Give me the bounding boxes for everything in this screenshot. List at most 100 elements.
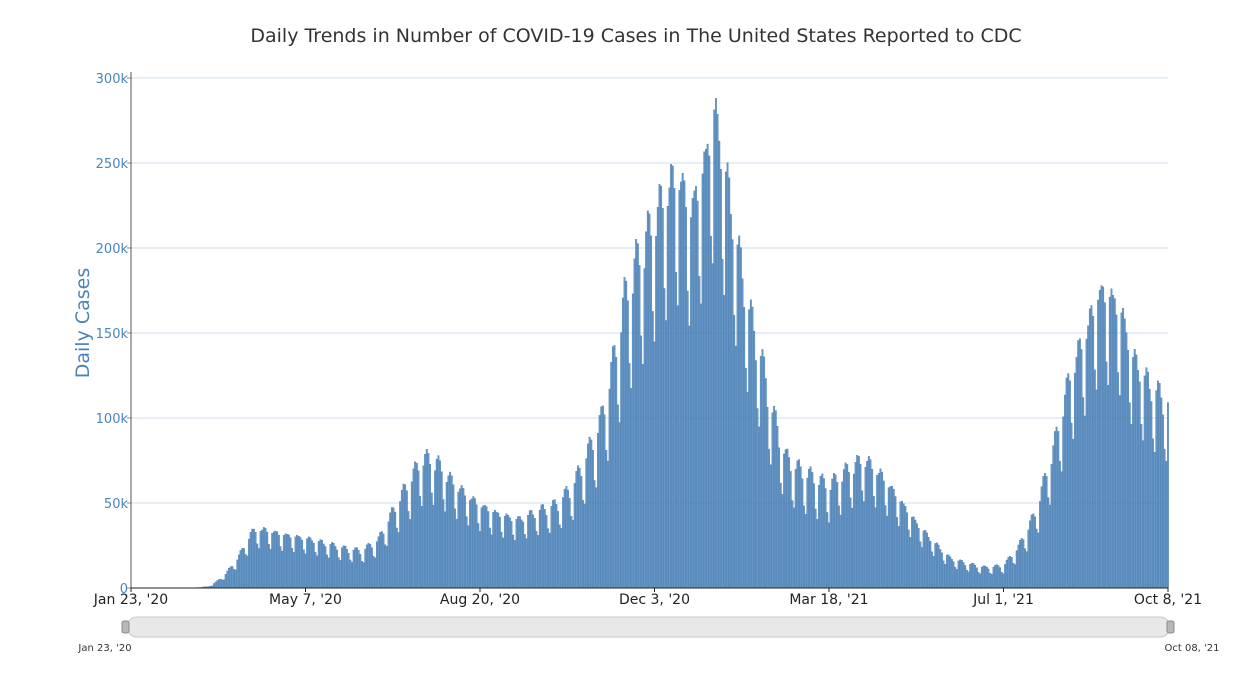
bar[interactable]: [896, 517, 898, 589]
bar[interactable]: [749, 299, 752, 589]
bar[interactable]: [527, 515, 530, 589]
bar[interactable]: [484, 505, 486, 589]
bar[interactable]: [921, 547, 923, 589]
bar[interactable]: [342, 545, 345, 589]
bar[interactable]: [608, 388, 611, 589]
bar[interactable]: [778, 447, 781, 589]
bar[interactable]: [284, 533, 287, 589]
bar[interactable]: [799, 466, 802, 589]
bar[interactable]: [489, 527, 491, 589]
bar[interactable]: [490, 534, 493, 589]
bar[interactable]: [1150, 401, 1153, 589]
bar[interactable]: [1022, 539, 1025, 589]
bar[interactable]: [1080, 349, 1083, 589]
bar[interactable]: [495, 511, 498, 589]
bar[interactable]: [706, 143, 709, 589]
bar[interactable]: [1115, 314, 1118, 589]
bar[interactable]: [798, 459, 800, 589]
bar[interactable]: [801, 478, 804, 589]
bar[interactable]: [1145, 367, 1148, 589]
bar[interactable]: [1050, 464, 1053, 589]
bar[interactable]: [1052, 445, 1055, 589]
bar[interactable]: [282, 535, 285, 589]
bar[interactable]: [292, 552, 295, 589]
bar[interactable]: [803, 505, 805, 589]
bar[interactable]: [671, 165, 674, 589]
bar[interactable]: [899, 501, 902, 589]
bar[interactable]: [374, 557, 377, 589]
bar[interactable]: [550, 506, 553, 589]
bar[interactable]: [1009, 556, 1011, 589]
bar[interactable]: [427, 453, 430, 589]
bar[interactable]: [886, 515, 889, 589]
bar[interactable]: [862, 501, 865, 589]
bar[interactable]: [449, 471, 451, 589]
bar[interactable]: [663, 288, 666, 589]
bar[interactable]: [974, 564, 977, 589]
bar[interactable]: [444, 511, 446, 589]
bar[interactable]: [681, 173, 684, 589]
bar[interactable]: [560, 528, 563, 589]
bar[interactable]: [385, 545, 388, 589]
bar[interactable]: [1002, 573, 1005, 589]
bar[interactable]: [909, 537, 912, 589]
bar[interactable]: [487, 511, 490, 589]
bar[interactable]: [854, 462, 857, 589]
bar[interactable]: [216, 580, 219, 589]
bar[interactable]: [485, 506, 488, 589]
bar[interactable]: [1078, 338, 1081, 589]
bar[interactable]: [1130, 424, 1133, 589]
bar[interactable]: [309, 537, 312, 589]
bar[interactable]: [987, 568, 990, 589]
bar[interactable]: [613, 345, 616, 589]
bar[interactable]: [410, 481, 413, 589]
bar[interactable]: [522, 521, 525, 589]
bar[interactable]: [929, 540, 932, 589]
bar[interactable]: [906, 512, 908, 589]
bar[interactable]: [833, 473, 835, 589]
bar[interactable]: [329, 544, 332, 589]
bar[interactable]: [1127, 350, 1129, 589]
bar[interactable]: [1010, 557, 1013, 589]
range-slider-right-handle[interactable]: [1166, 620, 1175, 634]
bar[interactable]: [723, 295, 726, 589]
bar[interactable]: [881, 471, 884, 589]
bar[interactable]: [567, 489, 569, 589]
bar[interactable]: [1123, 318, 1126, 589]
bar[interactable]: [312, 542, 315, 589]
bar[interactable]: [286, 534, 289, 589]
bar[interactable]: [321, 540, 323, 589]
bar[interactable]: [595, 487, 598, 589]
bar[interactable]: [710, 235, 712, 589]
bar[interactable]: [528, 510, 531, 589]
bar[interactable]: [975, 567, 978, 589]
bar[interactable]: [623, 277, 626, 589]
bar[interactable]: [369, 544, 372, 589]
bar[interactable]: [1090, 305, 1093, 589]
bar[interactable]: [828, 522, 830, 589]
bar[interactable]: [226, 570, 229, 589]
bar[interactable]: [794, 469, 797, 589]
bar[interactable]: [229, 566, 232, 589]
bar[interactable]: [818, 485, 820, 589]
bar[interactable]: [879, 468, 882, 589]
bar[interactable]: [415, 462, 418, 589]
bar[interactable]: [352, 549, 355, 589]
bar[interactable]: [651, 311, 654, 589]
bar[interactable]: [1039, 501, 1041, 589]
bar[interactable]: [661, 207, 664, 589]
bar[interactable]: [1030, 514, 1033, 589]
bar[interactable]: [234, 569, 237, 589]
bar[interactable]: [1055, 426, 1058, 589]
bar[interactable]: [819, 476, 822, 589]
bar[interactable]: [299, 537, 302, 589]
bar[interactable]: [768, 448, 771, 589]
bar[interactable]: [1140, 424, 1143, 589]
bar[interactable]: [380, 531, 383, 589]
bar[interactable]: [741, 278, 744, 589]
bar[interactable]: [347, 553, 350, 589]
bar[interactable]: [839, 514, 842, 589]
range-slider[interactable]: Jan 23, '20 Oct 08, '21: [77, 616, 1220, 654]
bar[interactable]: [434, 470, 436, 589]
bar[interactable]: [1152, 438, 1154, 589]
